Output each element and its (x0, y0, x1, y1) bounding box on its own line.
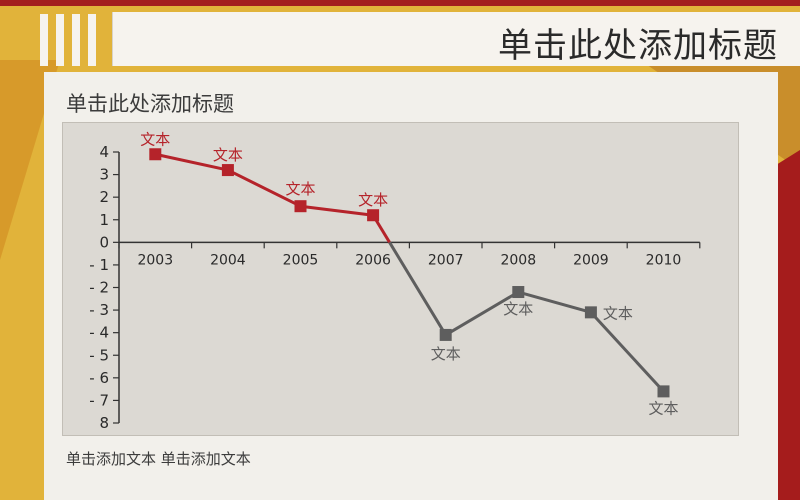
series-line-segment (388, 241, 447, 336)
data-point-marker (512, 286, 525, 299)
y-tick-label: 1 (99, 211, 109, 229)
top-accent-strip (0, 0, 800, 6)
series-line-segment (444, 290, 520, 337)
x-tick-label: 2009 (573, 252, 609, 268)
data-label: 文本 (648, 399, 678, 417)
data-label: 文本 (503, 300, 533, 318)
series-line-segment (589, 311, 665, 393)
y-tick-label: - 6 (89, 369, 109, 387)
y-tick-label: 8 (99, 414, 109, 432)
line-chart: 4 3 2 1 0 - 1 - 2 - 3 - 4 - 5 - 6 - 7 8 2003 2004 2005 2… (89, 130, 701, 432)
data-label: 文本 (285, 180, 315, 198)
y-tick-label: - 4 (89, 324, 109, 342)
decor-bar (88, 14, 96, 66)
footnote-text[interactable]: 单击添加文本 单击添加文本 (66, 450, 251, 468)
data-point-marker (657, 385, 670, 398)
content-panel: 单击此处添加标题 4 3 2 1 0 - 1 - 2 - 3 - 4 - 5 - 6 - 7 8 2003… (44, 72, 778, 500)
data-point-marker (294, 200, 307, 213)
x-tick-label: 2010 (646, 252, 682, 268)
page-title[interactable]: 单击此处添加标题 (498, 26, 778, 66)
plot-area: 4 3 2 1 0 - 1 - 2 - 3 - 4 - 5 - 6 - 7 8 2003 2004 2005 2… (62, 122, 739, 436)
series-line-segment (300, 204, 374, 217)
decor-bar (40, 14, 48, 66)
y-tick-label: - 3 (89, 301, 109, 319)
x-tick-label: 2006 (355, 252, 391, 268)
data-point-marker (149, 148, 162, 161)
data-label: 文本 (140, 130, 170, 148)
title-placeholder[interactable]: 单击此处添加标题 (112, 12, 800, 66)
y-tick-label: - 2 (89, 279, 109, 297)
y-tick-label: 4 (99, 143, 109, 161)
data-label: 文本 (431, 345, 461, 363)
x-tick-label: 2005 (283, 252, 319, 268)
series-line-segment (154, 152, 229, 172)
x-tick-label: 2003 (137, 252, 173, 268)
y-tick-label: 3 (99, 166, 109, 184)
y-tick-label: - 7 (89, 391, 109, 409)
title-decor-bars (40, 14, 112, 66)
decor-bar (56, 14, 64, 66)
data-label: 文本 (213, 146, 243, 164)
data-point-marker (584, 306, 597, 319)
x-tick-label: 2004 (210, 252, 246, 268)
data-point-marker (367, 209, 380, 222)
y-tick-label: - 1 (89, 256, 109, 274)
decor-bar (72, 14, 80, 66)
y-tick-label: - 5 (89, 346, 109, 364)
series-line-segment (517, 290, 592, 314)
data-point-marker (439, 328, 452, 341)
x-tick-label: 2007 (428, 252, 464, 268)
data-point-marker (221, 164, 234, 177)
data-label: 文本 (358, 191, 388, 209)
x-tick-label: 2008 (500, 252, 536, 268)
y-tick-label: 0 (99, 233, 109, 251)
chart-title[interactable]: 单击此处添加标题 (66, 92, 234, 116)
data-label: 文本 (603, 304, 633, 322)
y-tick-label: 2 (99, 188, 109, 206)
series-line-segment (227, 168, 302, 208)
